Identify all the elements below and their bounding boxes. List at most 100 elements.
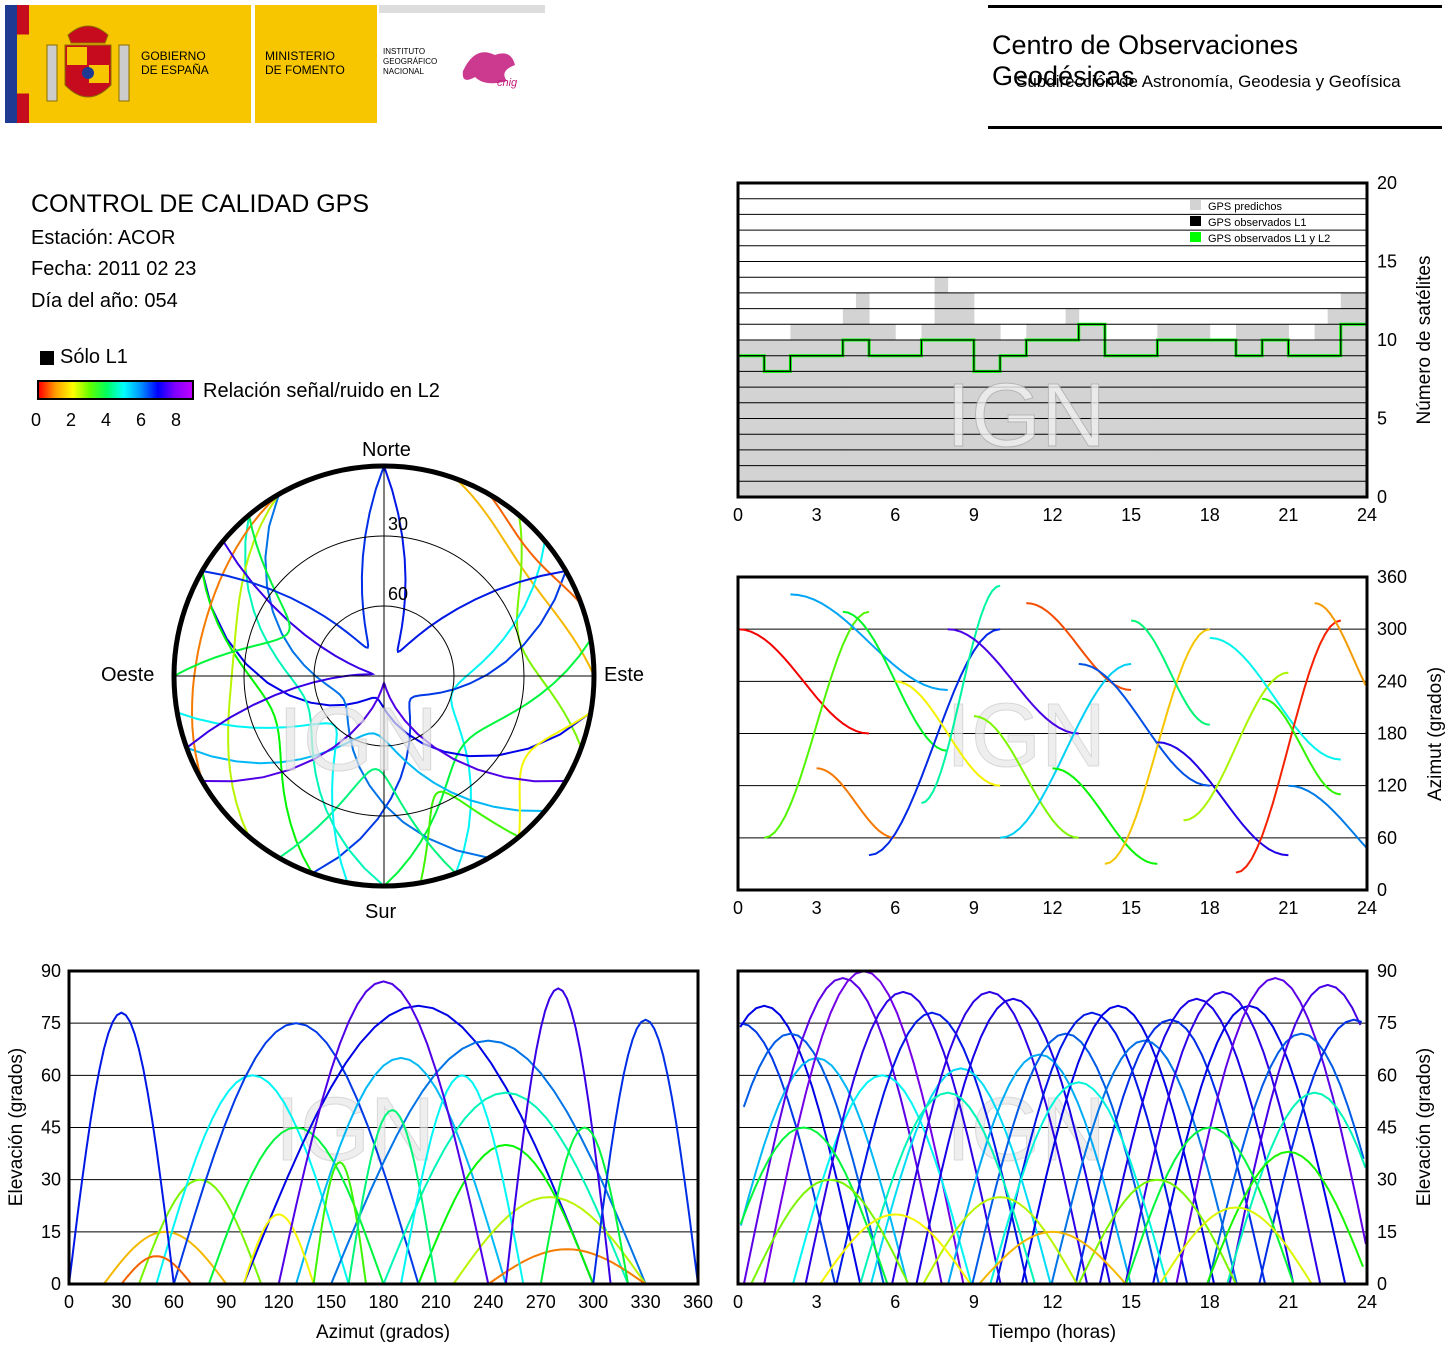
elt-track [750, 1178, 910, 1285]
skyplot-east-label: Este [604, 664, 644, 686]
skyplot-ring-30-label: 30 [388, 514, 408, 534]
skyplot-track [383, 465, 567, 654]
elt-track [792, 1074, 973, 1285]
azimuth-track [1052, 767, 1158, 865]
predicted-bar [1314, 324, 1329, 497]
elt-track [989, 1081, 1169, 1285]
elaz-track [330, 1039, 647, 1285]
skyplot-track [455, 477, 595, 677]
elaz-track [137, 1178, 263, 1285]
ign-text: INSTITUTO GEOGRÁFICO NACIONAL [383, 47, 437, 77]
skyplot-track [173, 514, 291, 677]
azimuth-y-tick-label: 0 [1377, 880, 1387, 900]
elaz-track [487, 1248, 647, 1285]
count-x-tick-label: 18 [1200, 505, 1220, 525]
elaz-y-tick-label: 30 [41, 1170, 61, 1190]
elaz-frame [67, 969, 700, 1286]
legend-l1l2-obs-swatch [1190, 232, 1201, 242]
cnig-logo-icon [462, 52, 515, 84]
snr-tick-4: 4 [101, 410, 112, 430]
azimuth-y-tick-label: 300 [1377, 619, 1407, 639]
azimuth-x-tick-label: 6 [890, 898, 900, 918]
elaz-x-tick-label: 150 [316, 1292, 346, 1312]
skyplot-chart: Norte Sur Este Oeste 30 60 IGN [101, 439, 644, 923]
ign-line2: GEOGRÁFICO [383, 57, 438, 66]
predicted-bar [973, 324, 1001, 497]
azimuth-track [1026, 602, 1132, 691]
predicted-bar [1052, 324, 1067, 497]
azimuth-y-tick-label: 360 [1377, 567, 1407, 587]
azimuth-x-tick-label: 9 [969, 898, 979, 918]
azimuth-track [763, 610, 870, 839]
gobierno-line1: GOBIERNO [141, 49, 206, 63]
count-x-tick-label: 24 [1357, 505, 1377, 525]
legend-l1-obs-swatch [1190, 216, 1201, 226]
gobierno-line2: DE ESPAÑA [141, 63, 209, 77]
elaz-track [242, 1004, 595, 1285]
elt-track [859, 1091, 1036, 1285]
elt-x-tick-label: 24 [1357, 1292, 1377, 1312]
elt-track [922, 1196, 1078, 1285]
snr-label: Relación señal/ruido en L2 [203, 380, 440, 402]
ministerio-text: MINISTERIO DE FOMENTO [265, 49, 345, 77]
elt-y-ticks: 0 15 30 45 60 75 90 [1377, 961, 1397, 1294]
snr-colorbar [37, 380, 194, 400]
count-gridlines [738, 182, 1367, 498]
elaz-y-label: Elevación (grados) [6, 1048, 27, 1206]
elt-track [1050, 1039, 1238, 1285]
elaz-x-tick-label: 270 [526, 1292, 556, 1312]
snr-tick-0: 0 [31, 410, 42, 430]
elaz-x-tick-label: 180 [368, 1292, 398, 1312]
elt-track [804, 990, 1002, 1285]
count-y-tick-label: 5 [1377, 409, 1387, 429]
date-label: Fecha: 2011 02 23 [31, 258, 197, 280]
elt-track [835, 1011, 1029, 1285]
satellite-count-chart: IGN GPS predichos GPS observados L1 GPS … [733, 173, 1435, 525]
elaz-track [155, 1074, 350, 1285]
elt-x-tick-label: 9 [969, 1292, 979, 1312]
azimuth-tracks [737, 584, 1368, 874]
azimuth-time-chart: IGN 0 3 6 9 12 15 18 21 24 0 60 120 180 240 300 360 Az… [733, 567, 1446, 918]
count-x-tick-label: 3 [812, 505, 822, 525]
elt-track [1206, 1150, 1364, 1285]
azimuth-track [790, 593, 948, 691]
count-x-tick-label: 21 [1278, 505, 1298, 525]
elt-y-tick-label: 90 [1377, 961, 1397, 981]
elaz-y-tick-label: 75 [41, 1013, 61, 1033]
elaz-x-tick-label: 90 [216, 1292, 236, 1312]
azimuth-track [816, 767, 896, 839]
elaz-y-tick-label: 0 [51, 1274, 61, 1294]
azimuth-track [895, 680, 1001, 787]
elt-track [1124, 1126, 1295, 1285]
skyplot-south-label: Sur [365, 901, 396, 923]
legend-l1-label: Sólo L1 [60, 346, 128, 368]
predicted-bar [1026, 324, 1053, 497]
azimuth-track [737, 628, 870, 735]
predicted-bar [1340, 292, 1368, 497]
azimuth-track [1314, 602, 1367, 686]
elt-track [891, 990, 1089, 1285]
legend-predicted-label: GPS predichos [1208, 201, 1282, 213]
elt-track [742, 976, 943, 1285]
elt-tracks [739, 969, 1367, 1285]
elaz-track [592, 1018, 699, 1285]
elaz-track [277, 980, 490, 1285]
elaz-track [120, 1255, 193, 1285]
elt-x-tick-label: 12 [1042, 1292, 1062, 1312]
elaz-x-label: Azimut (grados) [316, 1322, 450, 1343]
skyplot-track [201, 570, 592, 758]
center-header: Centro de Observaciones Geodésicas Subdi… [988, 5, 1442, 129]
count-watermark: IGN [946, 366, 1106, 466]
elt-track [1175, 976, 1367, 1285]
predicted-bar [790, 324, 818, 497]
count-x-tick-label: 15 [1121, 505, 1141, 525]
predicted-bar [816, 324, 844, 497]
elaz-x-tick-label: 210 [421, 1292, 451, 1312]
predicted-bar [869, 324, 896, 497]
predicted-bar [1235, 324, 1263, 497]
doy-label: Día del año: 054 [31, 290, 178, 312]
azimuth-track [1262, 697, 1341, 796]
azimuth-track [999, 662, 1132, 839]
ign-line3: NACIONAL [383, 67, 424, 76]
